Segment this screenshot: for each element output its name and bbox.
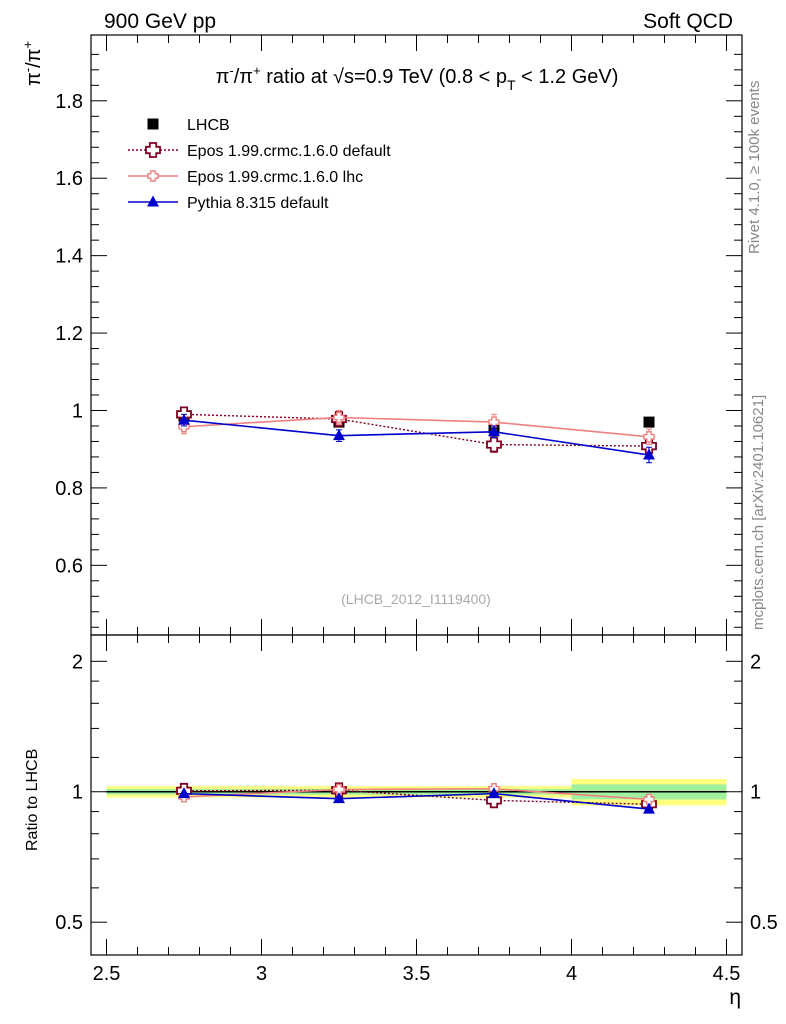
- ratio-series-2: [178, 787, 655, 814]
- main-ytick-label: 0.6: [55, 555, 83, 577]
- main-title: π-/π+ ratio at √s=0.9 TeV (0.8 < pT < 1.…: [216, 63, 619, 93]
- main-point: [178, 413, 190, 425]
- header-left-label: 900 GeV pp: [104, 10, 216, 33]
- ratio-ytick-label-right: 2: [750, 651, 761, 673]
- ratio-xtick-label: 3: [256, 963, 267, 985]
- rivet-label: Rivet 4.1.0, ≥ 100k events: [746, 81, 763, 254]
- main-point: [643, 416, 655, 428]
- legend-label: Epos 1.99.crmc.1.6.0 lhc: [187, 169, 363, 186]
- main-series-line: [183, 419, 650, 456]
- ratio-series-line: [183, 787, 650, 801]
- legend-marker: [147, 170, 159, 182]
- legend-marker: [147, 195, 159, 207]
- ratio-ylabel: Ratio to LHCB: [24, 749, 41, 851]
- ratio-series-line: [183, 792, 650, 810]
- legend-entry: LHCB: [147, 117, 230, 134]
- legend-entry: Epos 1.99.crmc.1.6.0 default: [128, 142, 391, 160]
- legend-label: LHCB: [187, 117, 230, 134]
- legend-entry: Epos 1.99.crmc.1.6.0 lhc: [128, 169, 363, 186]
- ratio-xtick-label: 3.5: [403, 963, 431, 985]
- ratio-point: [643, 802, 655, 814]
- main-point: [643, 448, 655, 460]
- ratio-ytick-label-left: 1: [72, 782, 83, 804]
- ratio-point: [643, 793, 655, 806]
- main-ytick-label: 1.6: [55, 168, 83, 190]
- ratio-xtick-label: 2.5: [93, 963, 121, 985]
- legend-entry: Pythia 8.315 default: [128, 195, 329, 212]
- legend-label: Epos 1.99.crmc.1.6.0 default: [187, 143, 391, 160]
- main-point: [488, 425, 500, 437]
- main-point: [333, 411, 345, 424]
- header-right-label: Soft QCD: [643, 10, 733, 33]
- ratio-plot-frame: [90, 634, 743, 956]
- ratio-ytick-label-left: 2: [72, 651, 83, 673]
- main-point: [333, 429, 345, 441]
- ratio-point: [178, 787, 190, 799]
- ratio-ytick-label-right: 1: [750, 782, 761, 804]
- main-point: [488, 416, 500, 428]
- main-ylabel: π-/π+: [20, 41, 45, 86]
- main-point: [486, 436, 502, 453]
- ratio-series-line: [183, 789, 650, 805]
- main-series-line: [183, 413, 650, 447]
- legend-label: Pythia 8.315 default: [187, 195, 329, 212]
- main-ytick-label: 0.8: [55, 478, 83, 500]
- ratio-point: [333, 783, 345, 796]
- ratio-ytick-label-left: 0.5: [55, 912, 83, 934]
- ratio-xlabel: η: [729, 986, 741, 1009]
- ratio-series-1: [178, 783, 655, 806]
- main-series-3: [178, 413, 655, 464]
- ratio-point: [488, 787, 500, 799]
- main-ytick-label: 1.2: [55, 323, 83, 345]
- ratio-ytick-label-right: 0.5: [750, 912, 778, 934]
- main-ytick-label: 1.8: [55, 91, 83, 113]
- ratio-xtick-label: 4: [566, 963, 577, 985]
- ratio-xtick-label: 4.5: [713, 963, 741, 985]
- legend-marker: [147, 118, 159, 130]
- main-point: [643, 431, 655, 443]
- main-series-line: [183, 416, 650, 438]
- ratio-point: [333, 792, 345, 804]
- mcplots-label: mcplots.cern.ch [arXiv:2401.10621]: [750, 395, 767, 630]
- main-ytick-label: 1.4: [55, 246, 83, 268]
- legend-marker: [145, 142, 161, 158]
- main-point: [641, 438, 657, 454]
- analysis-watermark: (LHCB_2012_I1119400): [341, 591, 491, 607]
- main-ytick-label: 1: [72, 400, 83, 422]
